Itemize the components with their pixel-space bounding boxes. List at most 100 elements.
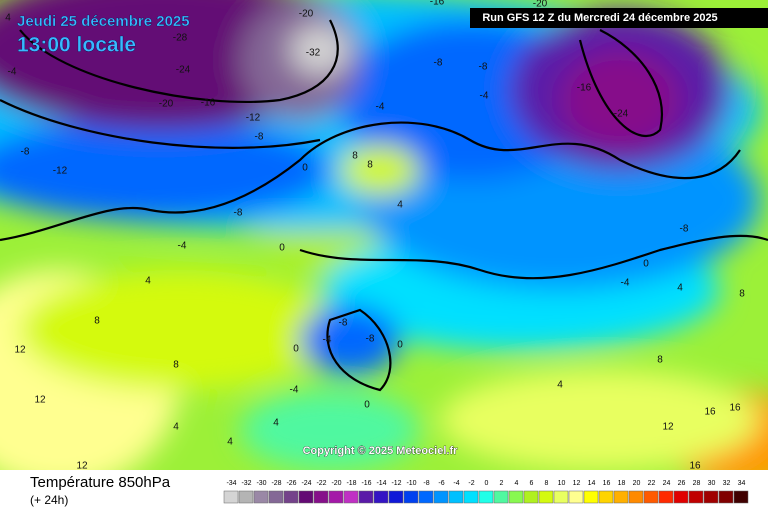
legend-label: 4 (515, 480, 519, 487)
legend-swatch (643, 490, 659, 504)
contour-label: -4 (480, 91, 489, 102)
legend-swatch (478, 490, 494, 504)
legend-swatch (628, 490, 644, 504)
contour-label: 8 (94, 316, 100, 327)
contour-label: 0 (302, 163, 308, 174)
legend-label: -24 (301, 480, 311, 487)
contour-label: -28 (173, 33, 188, 44)
legend-label: -30 (256, 480, 266, 487)
legend-swatch (493, 490, 509, 504)
contour-label: -8 (366, 334, 375, 345)
contours (0, 19, 768, 392)
contour-label: -16 (577, 83, 592, 94)
contour-label: 8 (739, 289, 745, 300)
copyright: Copyright © 2025 Meteociel.fr (303, 445, 459, 457)
contour-label: -20 (299, 9, 314, 20)
legend-label: 6 (530, 480, 534, 487)
legend-swatch (448, 490, 464, 504)
legend-swatch (463, 490, 479, 504)
footer-title: Température 850hPa (30, 474, 171, 491)
contour-label: 8 (352, 151, 358, 162)
legend-label: -20 (331, 480, 341, 487)
legend-label: 30 (708, 480, 716, 487)
contour-label: 16 (729, 403, 741, 414)
legend-label: 0 (485, 480, 489, 487)
legend-swatch (388, 490, 404, 504)
legend-swatch (733, 490, 749, 504)
legend-swatch (568, 490, 584, 504)
legend-swatch (373, 490, 389, 504)
legend: -34 -32 -30 -28 -26 -24 -22 -20 -18 -16 -14 -12 -10-… (223, 480, 749, 504)
legend-label: -8 (423, 480, 429, 487)
contour-label: 8 (173, 360, 179, 371)
legend-label: -16 (361, 480, 371, 487)
legend-swatch (583, 490, 599, 504)
contour-label: -8 (21, 147, 30, 158)
contour-label: 0 (293, 344, 299, 355)
contour-label: -4 (323, 335, 332, 346)
run-info: Run GFS 12 Z du Mercredi 24 décembre 202… (482, 12, 717, 24)
contour-label: -4 (8, 67, 17, 78)
legend-swatch (613, 490, 629, 504)
contour-labels: -28 -24 -20 -16 -32 -20 -12 -8 -8 -12 -4 4 -8 -4 0 4 8 12… (5, 0, 745, 472)
contour-label: 12 (662, 422, 674, 433)
contour-label: 4 (5, 13, 11, 24)
legend-swatch (703, 490, 719, 504)
legend-swatch (508, 490, 524, 504)
contour-label: -24 (614, 109, 629, 120)
legend-label: -6 (438, 480, 444, 487)
contour-label: -12 (246, 113, 261, 124)
legend-label: -34 (226, 480, 236, 487)
temperature-field (0, 0, 768, 470)
legend-label: 18 (618, 480, 626, 487)
legend-label: 2 (500, 480, 504, 487)
legend-label: -32 (241, 480, 251, 487)
contour-label: -4 (290, 385, 299, 396)
legend-label: 22 (648, 480, 656, 487)
legend-label: 28 (693, 480, 701, 487)
legend-swatch (523, 490, 539, 504)
legend-label: 32 (723, 480, 731, 487)
legend-label: -22 (316, 480, 326, 487)
contour-label: -8 (434, 58, 443, 69)
legend-label: 10 (558, 480, 566, 487)
contour-label: 4 (173, 422, 179, 433)
legend-swatch (403, 490, 419, 504)
contour-label: -4 (178, 241, 187, 252)
legend-swatch (688, 490, 704, 504)
contour-label: 8 (367, 160, 373, 171)
legend-label: -10 (406, 480, 416, 487)
legend-swatch (433, 490, 449, 504)
contour-label: 0 (397, 340, 403, 351)
contour-label: -8 (479, 62, 488, 73)
date: Jeudi 25 décembre 2025 (17, 13, 190, 30)
contour-label: -8 (234, 208, 243, 219)
contour-label: 12 (34, 395, 46, 406)
legend-swatch (283, 490, 299, 504)
contour-label: 8 (657, 355, 663, 366)
legend-swatch (223, 490, 239, 504)
legend-label: -12 (391, 480, 401, 487)
legend-label: -26 (286, 480, 296, 487)
legend-swatch (538, 490, 554, 504)
contour-label: -8 (339, 318, 348, 329)
contour-label: 12 (14, 345, 26, 356)
contour-label: 4 (397, 200, 403, 211)
legend-swatch (673, 490, 689, 504)
contour-label: 0 (364, 400, 370, 411)
contour-label: 4 (145, 276, 151, 287)
contour-label: 4 (227, 437, 233, 448)
legend-label: 12 (573, 480, 581, 487)
contour-label: 16 (689, 461, 701, 472)
legend-swatch (358, 490, 374, 504)
legend-label: 34 (738, 480, 746, 487)
legend-swatch (328, 490, 344, 504)
contour-label: -16 (430, 0, 445, 8)
legend-label: -14 (376, 480, 386, 487)
contour-label: 0 (279, 243, 285, 254)
legend-label: 14 (588, 480, 596, 487)
time: 13:00 locale (17, 34, 136, 57)
legend-swatch (658, 490, 674, 504)
contour-label: -8 (680, 224, 689, 235)
